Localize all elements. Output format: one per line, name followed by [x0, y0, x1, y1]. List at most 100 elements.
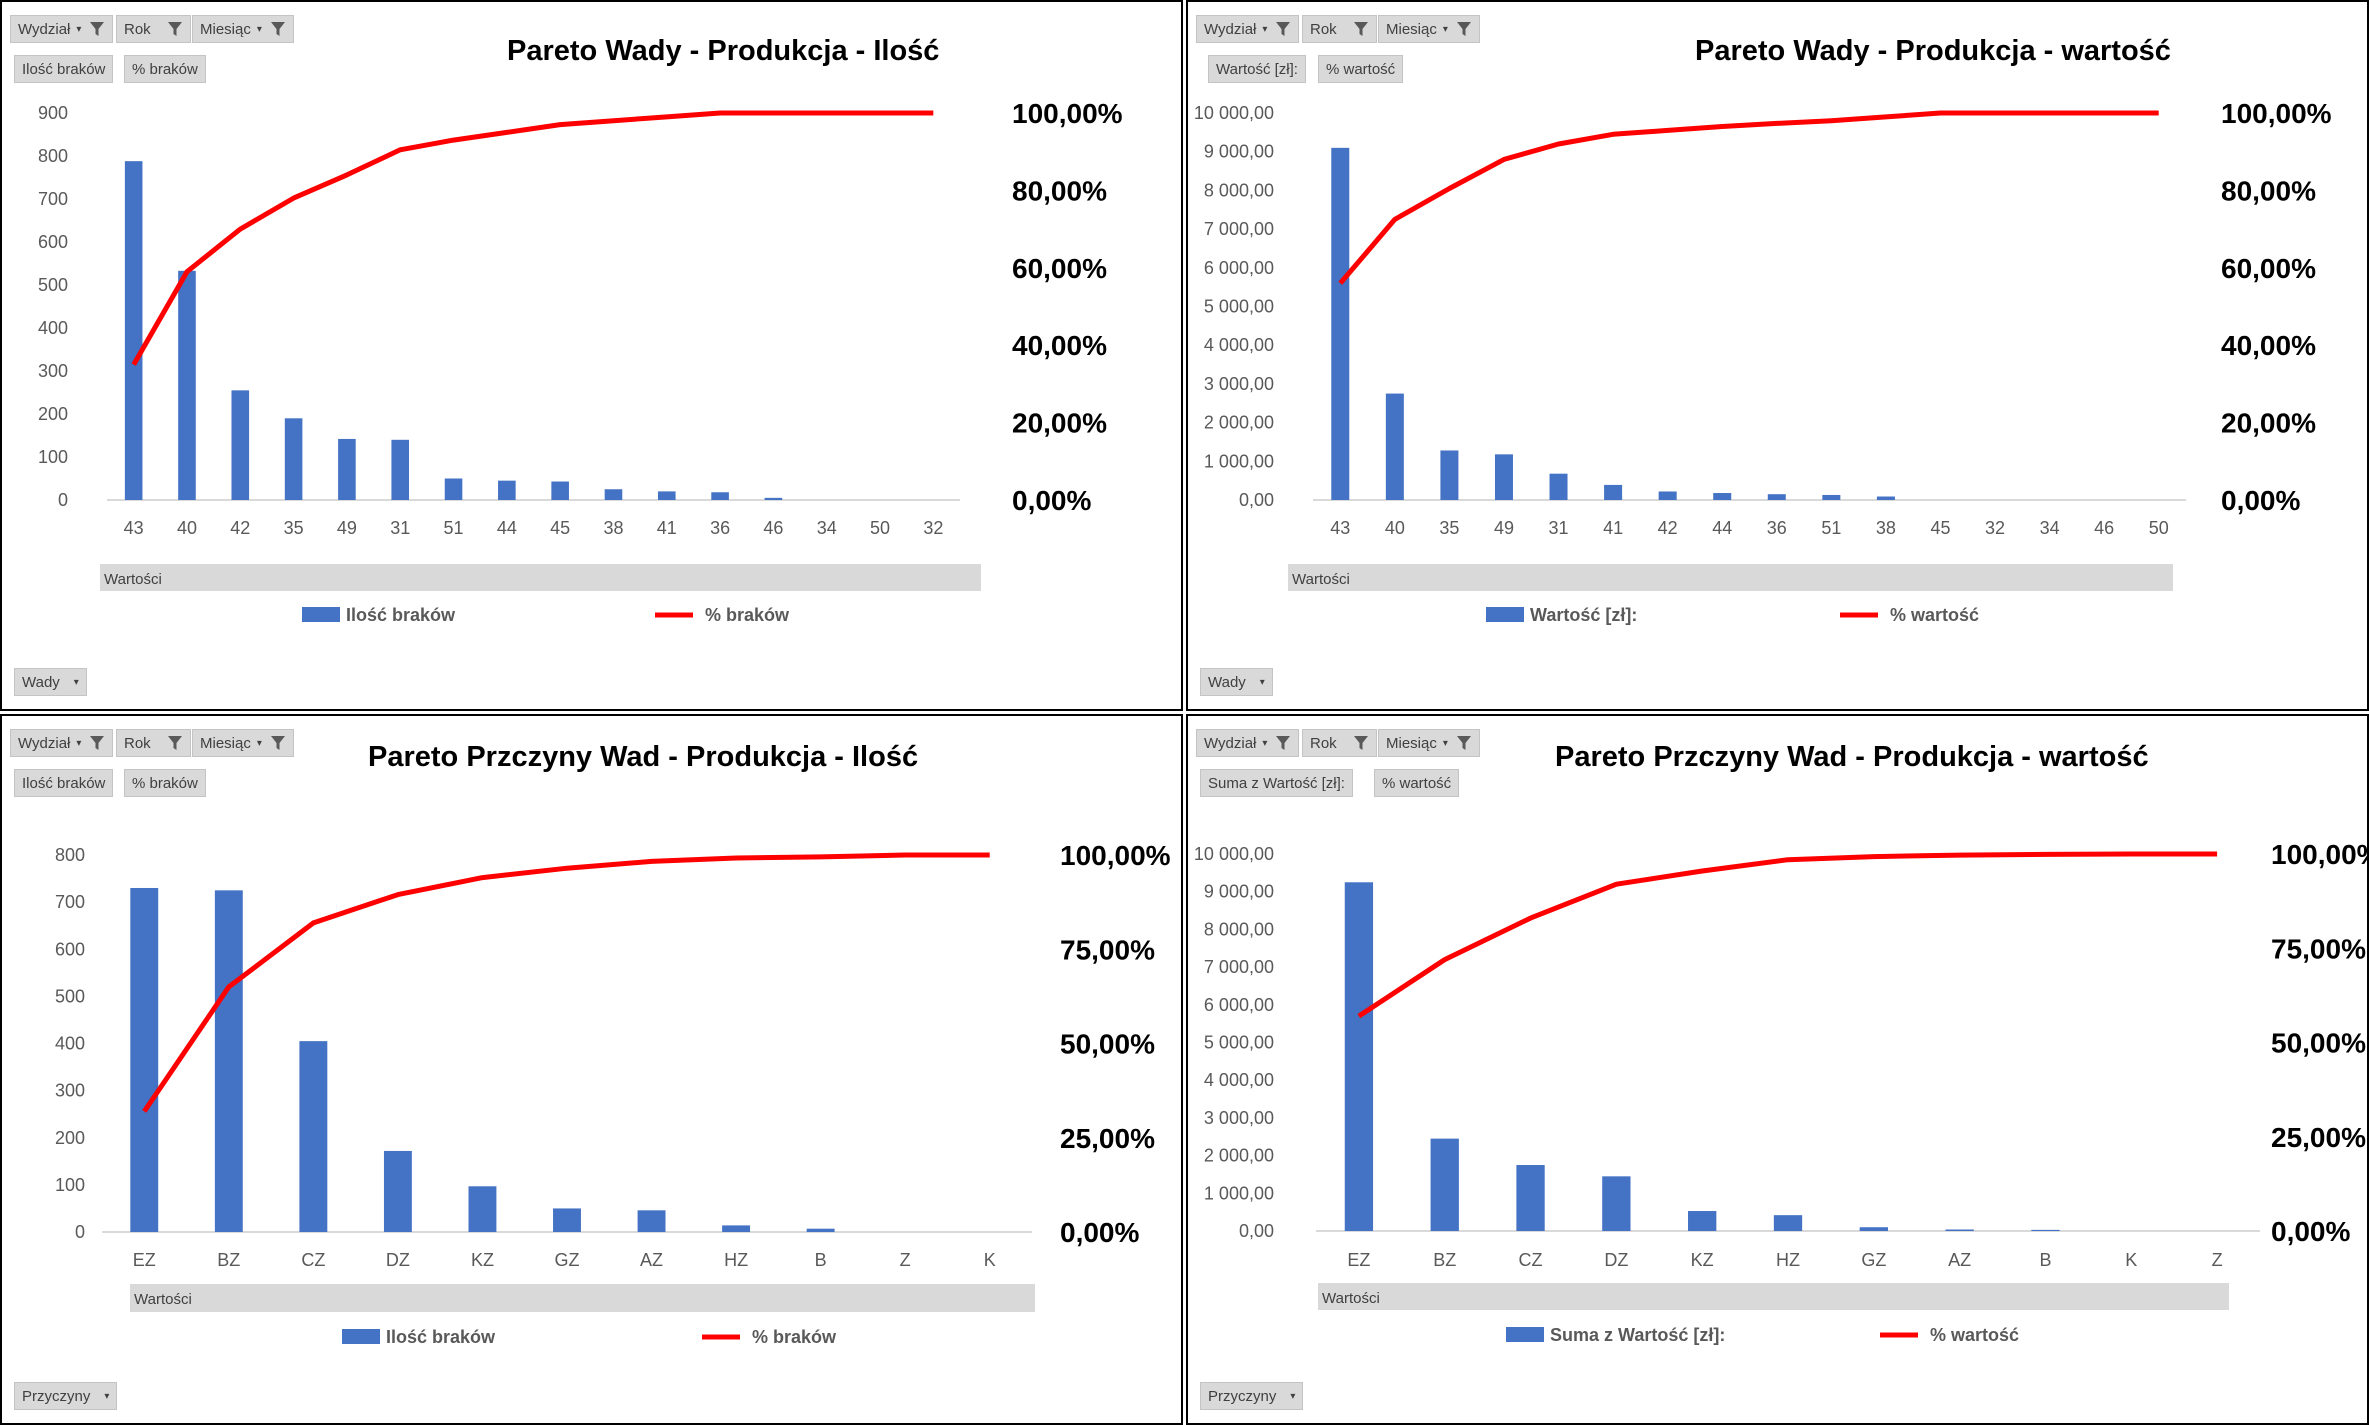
- x-tick-label: 42: [1658, 518, 1678, 538]
- filter-wydzial-button[interactable]: Wydział ▾: [10, 729, 114, 757]
- axis-field-label: Przyczyny: [22, 1387, 91, 1405]
- bar: [1876, 496, 1895, 500]
- bar: [1604, 484, 1623, 500]
- axis-field-button[interactable]: Wady ▾: [14, 668, 87, 696]
- filter-miesiac-label: Miesiąc: [1386, 20, 1437, 38]
- y-tick-label: 10 000,00: [1194, 103, 1274, 123]
- chart-title: Pareto Przczyny Wad - Produkcja - Ilość: [368, 741, 919, 773]
- dropdown-arrow-icon: ▾: [256, 23, 262, 35]
- filter-wydzial-button[interactable]: Wydział ▾: [1196, 729, 1300, 757]
- x-tick-label: CZ: [1519, 1250, 1543, 1270]
- bar: [130, 887, 159, 1232]
- value-field-button[interactable]: Ilość braków: [14, 769, 114, 797]
- pivot-chart-panel-przyczyny-ilosc: Wydział ▾ Rok Miesiąc ▾ Ilość braków % b…: [0, 714, 1183, 1425]
- x-tick-label: 35: [284, 518, 304, 538]
- value-field-button[interactable]: Ilość braków: [14, 55, 114, 83]
- x-tick-label: DZ: [1604, 1250, 1628, 1270]
- bar: [1602, 1176, 1631, 1231]
- y-tick-label: 1 000,00: [1204, 451, 1274, 471]
- bar: [553, 1208, 581, 1232]
- pareto-chart: 0 100 200 300 400 500 600 700 800 900 0,00% 20,00% 4…: [38, 98, 1123, 625]
- filter-wydzial-button[interactable]: Wydział ▾: [10, 15, 114, 43]
- filter-rok-label: Rok: [124, 20, 151, 38]
- bar: [1658, 491, 1677, 500]
- x-tick-label: 50: [870, 518, 890, 538]
- filter-miesiac-label: Miesiąc: [1386, 734, 1437, 752]
- x-tick-label: 38: [1876, 518, 1896, 538]
- pivot-chart-panel-wady-ilosc: Wydział ▾ Rok Miesiąc ▾ Ilość braków % b…: [0, 0, 1183, 711]
- filter-wydzial-button[interactable]: Wydział ▾: [1196, 15, 1300, 43]
- filter-rok-button[interactable]: Rok: [116, 15, 191, 43]
- axis-field-button[interactable]: Przyczyny ▾: [1200, 1382, 1304, 1410]
- bar: [1713, 493, 1732, 500]
- bar: [468, 1186, 497, 1232]
- x-tick-label: GZ: [1861, 1250, 1886, 1270]
- dropdown-arrow-icon: ▾: [104, 1390, 110, 1402]
- filter-rok-button[interactable]: Rok: [1302, 729, 1377, 757]
- values-field-bar: [100, 564, 981, 591]
- y-tick-label: 0: [75, 1222, 85, 1242]
- y-tick-label: 400: [38, 318, 68, 338]
- y-tick-label: 700: [38, 189, 68, 209]
- x-tick-label: 40: [177, 518, 197, 538]
- filter-rok-button[interactable]: Rok: [116, 729, 191, 757]
- y2-tick-label: 100,00%: [1060, 840, 1171, 871]
- y2-tick-label: 25,00%: [1060, 1123, 1155, 1154]
- legend-bar-swatch: [1506, 1327, 1544, 1342]
- x-tick-label: EZ: [133, 1250, 156, 1270]
- values-field-label: Wartości: [1292, 571, 1350, 588]
- y-tick-label: 3 000,00: [1204, 374, 1274, 394]
- value-field-button[interactable]: % wartość: [1318, 55, 1404, 83]
- pivot-chart-panel-przyczyny-wartosc: Wydział ▾ Rok Miesiąc ▾ Suma z Wartość […: [1186, 714, 2369, 1425]
- x-tick-label: GZ: [555, 1250, 580, 1270]
- chart-title: Pareto Przczyny Wad - Produkcja - wartoś…: [1555, 741, 2149, 773]
- x-tick-label: B: [815, 1250, 827, 1270]
- x-tick-label: 51: [444, 518, 464, 538]
- bar: [1516, 1165, 1545, 1231]
- filter-rok-label: Rok: [124, 734, 151, 752]
- filter-rok-button[interactable]: Rok: [1302, 15, 1377, 43]
- x-tick-label: 51: [1821, 518, 1841, 538]
- x-tick-label: AZ: [1948, 1250, 1971, 1270]
- bar: [1859, 1227, 1888, 1231]
- x-tick-label: KZ: [1691, 1250, 1714, 1270]
- bar: [711, 492, 729, 500]
- pareto-chart: 0 100 200 300 400 500 600 700 800 0,00% 25,00% 50,0…: [55, 840, 1171, 1347]
- value-field-button[interactable]: % braków: [124, 769, 206, 797]
- funnel-icon: [1275, 21, 1291, 37]
- value-field-button[interactable]: % braków: [124, 55, 206, 83]
- dropdown-arrow-icon: ▾: [1262, 737, 1268, 749]
- y2-tick-label: 75,00%: [1060, 934, 1155, 965]
- y2-tick-label: 0,00%: [2271, 1216, 2350, 1247]
- value-field-button[interactable]: Wartość [zł]:: [1208, 55, 1306, 83]
- filter-miesiac-button[interactable]: Miesiąc ▾: [192, 15, 294, 43]
- x-tick-label: HZ: [724, 1250, 748, 1270]
- bar: [1430, 1138, 1459, 1231]
- filter-miesiac-button[interactable]: Miesiąc ▾: [1378, 729, 1480, 757]
- legend-bar-label: Ilość braków: [346, 605, 456, 625]
- funnel-icon: [1353, 21, 1369, 37]
- pareto-chart: 0,00 1 000,00 2 000,00 3 000,00 4 000,00 5 00…: [1194, 839, 2367, 1345]
- y-tick-label: 600: [38, 232, 68, 252]
- filter-miesiac-button[interactable]: Miesiąc ▾: [1378, 15, 1480, 43]
- x-tick-label: 38: [603, 518, 623, 538]
- pareto-chart: 0,00 1 000,00 2 000,00 3 000,00 4 000,00 5 00…: [1194, 98, 2332, 625]
- cumulative-percent-line: [131, 110, 934, 366]
- value-field-button[interactable]: Suma z Wartość [zł]:: [1200, 769, 1353, 797]
- x-tick-label: B: [2039, 1250, 2051, 1270]
- x-tick-label: K: [2125, 1250, 2137, 1270]
- legend-line-label: % wartość: [1930, 1325, 2019, 1345]
- dropdown-arrow-icon: ▾: [76, 737, 82, 749]
- axis-field-button[interactable]: Wady ▾: [1200, 668, 1273, 696]
- y-tick-label: 400: [55, 1034, 85, 1054]
- axis-field-button[interactable]: Przyczyny ▾: [14, 1382, 118, 1410]
- y-tick-label: 5 000,00: [1204, 1033, 1274, 1053]
- value-field-button[interactable]: % wartość: [1374, 769, 1460, 797]
- bar: [604, 489, 623, 500]
- x-tick-label: 41: [1603, 518, 1623, 538]
- filter-miesiac-button[interactable]: Miesiąc ▾: [192, 729, 294, 757]
- bar: [1331, 147, 1350, 500]
- y2-tick-label: 20,00%: [1012, 408, 1107, 439]
- filter-rok-label: Rok: [1310, 734, 1337, 752]
- funnel-icon: [167, 735, 183, 751]
